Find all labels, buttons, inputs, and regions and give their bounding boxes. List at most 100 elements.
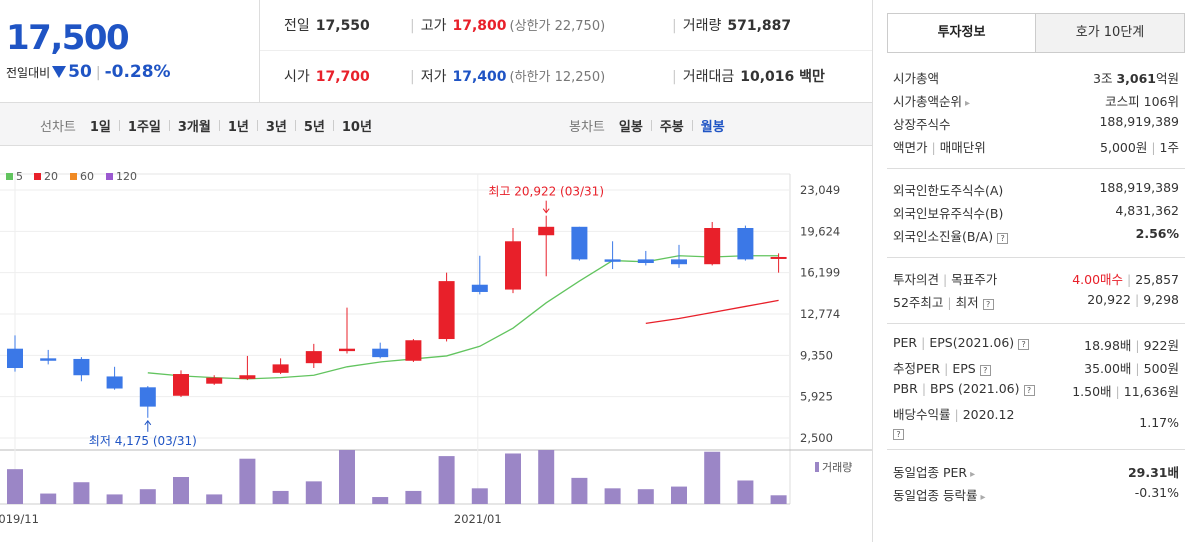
high-annotation: 최고 20,922 (03/31) bbox=[488, 185, 604, 199]
candle-body bbox=[405, 340, 422, 361]
help-icon[interactable]: ? bbox=[1023, 385, 1035, 396]
line-chart-label: 선차트 bbox=[40, 120, 76, 135]
market-cap-rank-row[interactable]: 시가총액순위 ▸ 코스피 106위 bbox=[893, 91, 1179, 111]
volume-bar bbox=[438, 456, 455, 504]
sector-per-label: 동일업종 PER bbox=[893, 465, 968, 480]
volume-bar bbox=[372, 497, 389, 504]
volume-bar bbox=[704, 451, 721, 504]
candle-body bbox=[272, 364, 289, 373]
est-eps-label: EPS bbox=[952, 361, 976, 376]
y-tick-label: 23,049 bbox=[800, 183, 840, 197]
market-cap-row: 시가총액 3조 3,061억원 bbox=[893, 68, 1179, 88]
period-1w[interactable]: 1주일 bbox=[127, 120, 161, 135]
volume-bar bbox=[604, 488, 621, 504]
down-triangle-icon bbox=[52, 66, 67, 78]
legend-swatch bbox=[70, 173, 77, 180]
candle-weekly[interactable]: 주봉 bbox=[659, 120, 684, 135]
help-icon[interactable]: ? bbox=[997, 233, 1009, 244]
sector-change-value: -0.31% bbox=[1134, 485, 1179, 500]
period-1y[interactable]: 1년 bbox=[227, 120, 249, 135]
candle-body bbox=[571, 226, 588, 260]
change-percent: -0.28% bbox=[104, 62, 171, 82]
info-section-valuation: PER | EPS(2021.06)? 18.98배 | 922원 추정PER | EPS?… bbox=[887, 324, 1185, 450]
candle-body bbox=[770, 256, 787, 259]
period-1d[interactable]: 1일 bbox=[89, 120, 111, 135]
help-icon[interactable]: ? bbox=[893, 429, 904, 440]
legend-swatch bbox=[34, 173, 41, 180]
chevron-right-icon: ▸ bbox=[965, 98, 971, 109]
info-section-sector: 동일업종 PER ▸ 29.31배 동일업종 등락률 ▸ -0.31% bbox=[887, 450, 1185, 520]
candle-body bbox=[505, 241, 521, 290]
candle-monthly[interactable]: 월봉 bbox=[700, 120, 725, 135]
volume-bar bbox=[7, 469, 23, 504]
foreign-hold-row: 외국인보유주식수(B) 4,831,362 bbox=[893, 203, 1179, 223]
candle-chart-group: 봉차트 일봉 주봉 월봉 bbox=[569, 116, 725, 135]
eps-label: EPS(2021.06) bbox=[929, 335, 1015, 350]
tab-quote-10[interactable]: 호가 10단계 bbox=[1036, 13, 1185, 53]
lower-limit: (하한가 12,250) bbox=[509, 70, 606, 85]
candle-body bbox=[73, 358, 90, 376]
chevron-right-icon: ▸ bbox=[980, 492, 986, 503]
help-icon[interactable]: ? bbox=[982, 299, 994, 310]
candle-body bbox=[239, 375, 256, 379]
volume-bar bbox=[40, 493, 57, 504]
help-icon[interactable]: ? bbox=[1018, 339, 1030, 350]
candle-body bbox=[206, 377, 223, 384]
period-5y[interactable]: 5년 bbox=[303, 120, 325, 135]
period-3y[interactable]: 3년 bbox=[265, 120, 287, 135]
candle-body bbox=[737, 228, 754, 260]
candle-body bbox=[106, 376, 123, 389]
listed-shares-row: 상장주식수 188,919,389 bbox=[893, 114, 1179, 134]
legend-label: 5 bbox=[16, 170, 23, 183]
candle-daily[interactable]: 일봉 bbox=[618, 120, 643, 135]
listed-value: 188,919,389 bbox=[1099, 114, 1179, 129]
dividend-row: 배당수익률 | 2020.12? 1.17% bbox=[893, 407, 1179, 440]
period-10y[interactable]: 10년 bbox=[341, 120, 372, 135]
candle-chart-label: 봉차트 bbox=[569, 120, 605, 135]
period-3m[interactable]: 3개월 bbox=[177, 120, 211, 135]
legend-swatch bbox=[106, 173, 113, 180]
trade-unit-label: 매매단위 bbox=[939, 140, 986, 155]
dividend-label: 배당수익률 bbox=[893, 407, 951, 422]
volume: | 거래량 571,887 bbox=[672, 15, 791, 35]
listed-label: 상장주식수 bbox=[893, 117, 951, 132]
summary-row-1: 전일 17,550 | 고가 17,800 (상한가 22,750) | 거래량 571,8… bbox=[260, 0, 872, 51]
volume-bar bbox=[139, 489, 156, 504]
info-tabs: 투자정보 호가 10단계 bbox=[887, 13, 1185, 53]
help-icon[interactable]: ? bbox=[979, 365, 991, 376]
volume-bar bbox=[405, 490, 422, 504]
volume-bar bbox=[339, 450, 355, 504]
chevron-right-icon: ▸ bbox=[970, 469, 976, 480]
volume-bar bbox=[671, 486, 687, 504]
info-section-foreign: 외국인한도주식수(A) 188,919,389 외국인보유주식수(B) 4,83… bbox=[887, 169, 1185, 258]
low-label: 저가 bbox=[420, 69, 447, 85]
summary-row-2: 시가 17,700 | 저가 17,400 (하한가 12,250) | 거래대금 10,0… bbox=[260, 51, 872, 102]
volume-label: 거래량 bbox=[682, 18, 722, 34]
y-tick-label: 2,500 bbox=[800, 431, 833, 445]
pbr-label: PBR bbox=[893, 381, 918, 396]
par-label: 액면가 bbox=[893, 140, 928, 155]
amount-label: 거래대금 bbox=[682, 69, 735, 85]
divider: | bbox=[95, 65, 101, 81]
par-value: 5,000원 bbox=[1100, 140, 1148, 155]
volume-bar bbox=[571, 477, 588, 504]
candle-body bbox=[704, 228, 721, 265]
foreign-limit-value: 188,919,389 bbox=[1099, 180, 1179, 195]
tab-invest-info[interactable]: 투자정보 bbox=[887, 13, 1036, 53]
sector-per-value: 29.31배 bbox=[1127, 465, 1179, 480]
open-value: 17,700 bbox=[315, 69, 370, 85]
volume-bar bbox=[770, 495, 787, 504]
upper-limit: (상한가 22,750) bbox=[509, 19, 606, 34]
target-label: 목표주가 bbox=[951, 272, 998, 287]
candle-body bbox=[139, 387, 156, 407]
stock-chart[interactable]: 23,049 19,624 16,199 12,774 9,350 5,925 2,500 2… bbox=[0, 146, 872, 542]
market-cap-value: 3조 3,061억원 bbox=[1092, 71, 1179, 86]
legend-label: 60 bbox=[80, 170, 94, 183]
sector-change-label: 동일업종 등락률 bbox=[893, 488, 978, 503]
week52-row: 52주최고 | 최저? 20,922 | 9,298 bbox=[893, 292, 1179, 310]
sector-change-row[interactable]: 동일업종 등락률 ▸ -0.31% bbox=[893, 485, 1179, 505]
y-tick-label: 16,199 bbox=[800, 266, 840, 280]
low-value: 17,400 bbox=[452, 69, 507, 85]
chart-svg: 23,049 19,624 16,199 12,774 9,350 5,925 2,500 2… bbox=[0, 170, 872, 526]
sector-per-row[interactable]: 동일업종 PER ▸ 29.31배 bbox=[893, 462, 1179, 482]
